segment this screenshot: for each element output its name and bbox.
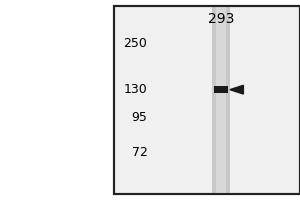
Bar	[114, 6, 300, 194]
Bar	[114, 6, 300, 194]
Bar	[216, 6, 226, 194]
Text: 95: 95	[132, 111, 148, 124]
Text: 293: 293	[208, 12, 234, 26]
Text: 72: 72	[132, 146, 148, 159]
Polygon shape	[230, 85, 243, 94]
Text: 130: 130	[124, 83, 148, 96]
Bar	[214, 86, 228, 93]
Bar	[212, 6, 230, 194]
Text: 250: 250	[124, 37, 148, 50]
